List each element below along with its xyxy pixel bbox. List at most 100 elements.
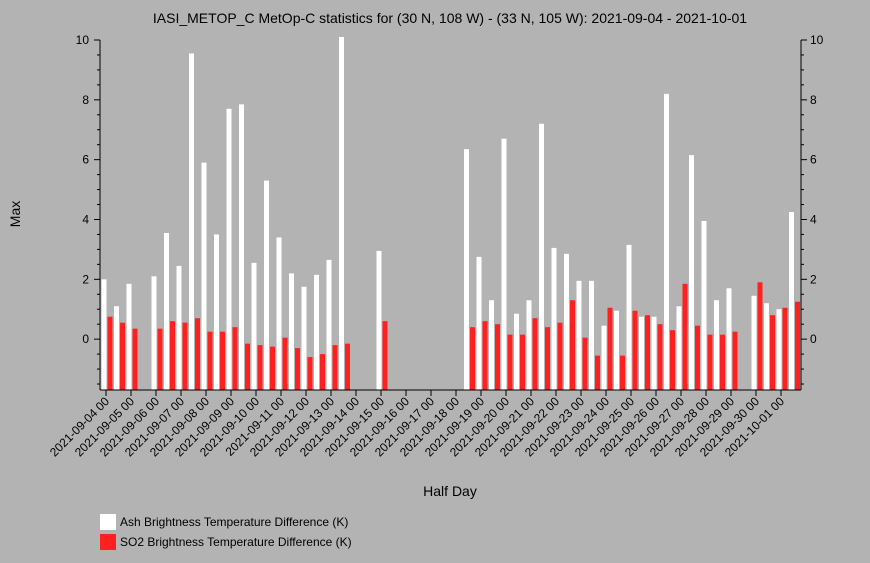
so2-bar-55 — [795, 301, 800, 390]
y-tick-label-left: 4 — [82, 212, 89, 226]
ash-bar-17 — [314, 274, 319, 390]
legend-swatch-ash — [100, 514, 116, 530]
legend-item-ash: Ash Brightness Temperature Difference (K… — [100, 512, 352, 532]
y-tick-label-left: 2 — [82, 272, 89, 286]
so2-bar-14 — [282, 337, 288, 390]
ash-bar-41 — [614, 310, 619, 390]
so2-bar-5 — [170, 321, 175, 390]
ash-bar-42 — [626, 244, 632, 390]
ash-bar-11 — [239, 104, 244, 391]
legend-label-ash: Ash Brightness Temperature Difference (K… — [120, 515, 349, 529]
ash-bar-37 — [564, 253, 569, 390]
so2-bar-38 — [582, 337, 588, 390]
y-tick-label-left: 6 — [82, 153, 89, 167]
ash-bar-14 — [276, 237, 282, 390]
so2-bar-12 — [257, 345, 263, 390]
so2-bar-10 — [232, 327, 238, 390]
so2-bar-19 — [345, 343, 350, 390]
bars-group — [101, 37, 800, 391]
legend-label-so2: SO2 Brightness Temperature Difference (K… — [120, 535, 352, 549]
so2-bar-42 — [632, 310, 638, 390]
ash-bar-30 — [476, 256, 482, 390]
so2-bar-6 — [182, 322, 188, 390]
ash-bar-43 — [639, 316, 644, 390]
ash-bar-0 — [101, 279, 107, 390]
y-tick-label-left: 8 — [82, 93, 89, 107]
ash-bar-7 — [189, 53, 194, 390]
ash-bar-4 — [151, 276, 157, 390]
ash-bar-44 — [651, 316, 657, 390]
y-tick-label-right: 8 — [810, 93, 817, 107]
ash-bar-6 — [176, 265, 182, 390]
ash-bar-18 — [326, 259, 332, 390]
so2-bar-33 — [520, 334, 525, 390]
so2-bar-13 — [270, 346, 275, 390]
chart-title: IASI_METOP_C MetOp-C statistics for (30 … — [153, 10, 747, 26]
so2-bar-40 — [607, 307, 613, 390]
so2-bar-1 — [120, 322, 125, 390]
ash-bar-16 — [301, 286, 307, 390]
ash-bar-12 — [251, 262, 257, 390]
so2-bar-15 — [295, 348, 300, 390]
ash-bar-46 — [676, 306, 682, 390]
so2-bar-54 — [782, 307, 788, 390]
so2-bar-22 — [382, 321, 388, 390]
ash-bar-2 — [126, 283, 132, 390]
so2-bar-30 — [482, 321, 488, 390]
ash-bar-52 — [751, 295, 757, 390]
so2-bar-8 — [207, 331, 213, 390]
ash-bar-1 — [114, 306, 119, 390]
so2-bar-41 — [620, 355, 625, 390]
ash-bar-55 — [789, 212, 794, 390]
so2-bar-11 — [245, 343, 250, 390]
so2-bar-32 — [507, 334, 513, 390]
ash-bar-54 — [776, 309, 782, 390]
so2-bar-7 — [195, 318, 200, 390]
so2-bar-4 — [157, 328, 163, 390]
so2-bar-52 — [757, 282, 763, 390]
ash-bar-49 — [714, 300, 719, 390]
y-tick-label-right: 4 — [810, 212, 817, 226]
so2-bar-16 — [307, 357, 313, 390]
y-tick-label-right: 10 — [810, 33, 824, 47]
ash-bar-35 — [539, 123, 544, 390]
so2-bar-46 — [682, 283, 688, 390]
so2-bar-31 — [495, 324, 500, 390]
y-tick-label-right: 6 — [810, 153, 817, 167]
ash-bar-34 — [526, 300, 532, 390]
y-tick-label-right: 0 — [810, 332, 817, 346]
so2-bar-9 — [220, 331, 225, 390]
so2-bar-35 — [545, 327, 550, 390]
so2-bar-45 — [670, 330, 675, 390]
ash-bar-38 — [576, 280, 582, 390]
ash-bar-47 — [689, 155, 694, 390]
so2-bar-47 — [695, 325, 700, 390]
ash-bar-50 — [726, 288, 732, 390]
y-tick-label-left: 0 — [82, 332, 89, 346]
so2-bar-2 — [132, 328, 138, 390]
ash-bar-39 — [589, 280, 594, 390]
legend-item-so2: SO2 Brightness Temperature Difference (K… — [100, 532, 352, 552]
ash-bar-32 — [501, 138, 507, 390]
ash-bar-53 — [764, 303, 769, 390]
ash-bar-31 — [489, 300, 494, 390]
ash-bar-8 — [201, 162, 207, 390]
legend: Ash Brightness Temperature Difference (K… — [100, 512, 352, 552]
so2-bar-0 — [107, 316, 113, 390]
legend-swatch-so2 — [100, 534, 116, 550]
so2-bar-43 — [645, 315, 650, 390]
x-axis-label: Half Day — [423, 483, 477, 499]
ash-bar-29 — [464, 149, 469, 390]
ash-bar-15 — [289, 273, 294, 390]
ash-bar-10 — [226, 108, 232, 391]
y-axis-label: Max — [7, 201, 23, 227]
so2-bar-37 — [570, 300, 575, 390]
so2-bar-49 — [720, 334, 725, 390]
ash-bar-36 — [551, 247, 557, 390]
so2-bar-29 — [470, 327, 475, 390]
ash-bar-22 — [376, 250, 382, 390]
so2-bar-48 — [707, 334, 713, 390]
so2-bar-17 — [320, 354, 325, 390]
